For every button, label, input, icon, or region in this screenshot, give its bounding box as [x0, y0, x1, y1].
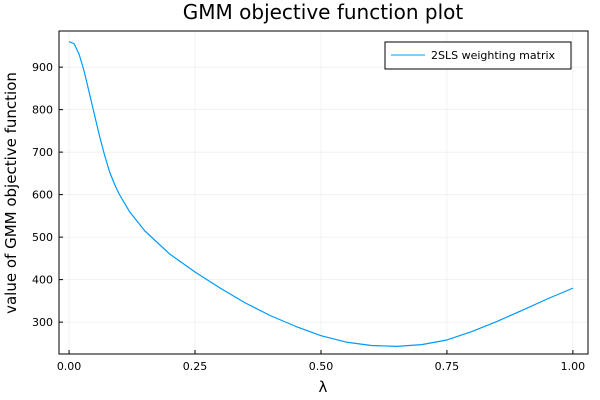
legend-label: 2SLS weighting matrix — [431, 49, 556, 62]
y-tick-label: 600 — [32, 189, 53, 202]
series-line — [68, 41, 574, 347]
legend: 2SLS weighting matrix — [384, 41, 572, 70]
y-tick-label: 400 — [32, 274, 53, 287]
chart-title: GMM objective function plot — [183, 0, 464, 24]
ticks-layer: 0.00 0.25 0.50 0.75 1.00 300 400 500 600 700 800 90… — [32, 61, 585, 373]
y-tick-label: 700 — [32, 146, 53, 159]
x-axis-label: λ — [319, 378, 328, 396]
x-tick-label: 0.00 — [57, 360, 82, 373]
y-tick-label: 500 — [32, 231, 53, 244]
series-layer — [68, 41, 574, 347]
x-tick-label: 0.75 — [435, 360, 460, 373]
y-tick-label: 300 — [32, 316, 53, 329]
y-axis-label: value of GMM objective function — [2, 72, 20, 314]
y-tick-label: 900 — [32, 61, 53, 74]
x-tick-label: 0.50 — [309, 360, 334, 373]
plot-frame — [58, 30, 589, 355]
y-tick-label: 800 — [32, 104, 53, 117]
x-tick-label: 1.00 — [561, 360, 586, 373]
x-tick-label: 0.25 — [183, 360, 208, 373]
grid-layer — [59, 31, 588, 354]
